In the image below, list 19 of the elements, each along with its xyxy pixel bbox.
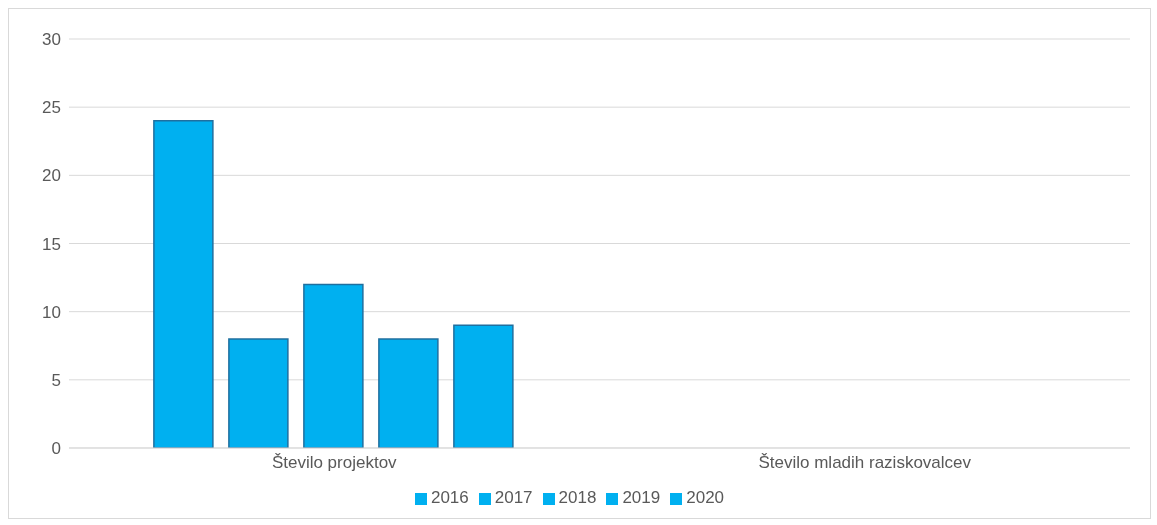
y-tick-label: 25 [42,98,61,118]
legend-label: 2017 [494,488,533,507]
legend-label: 2018 [558,488,597,507]
bar [303,283,364,448]
y-tick-label: 15 [42,234,61,254]
y-tick-label: 10 [42,302,61,322]
x-tick-label: Število mladih raziskovalcev [758,453,972,473]
legend-label: 2019 [622,488,661,507]
bar [228,338,289,448]
bar [453,324,514,448]
legend-label: 2020 [686,488,725,507]
y-tick-label: 20 [42,166,61,186]
y-tick-label: 5 [51,370,61,390]
legend-label: 2016 [430,488,469,507]
y-tick-label: 30 [42,30,61,50]
x-tick-label: Število projektov [271,453,398,473]
bar [378,338,439,448]
bar [153,120,214,448]
y-tick-label: 0 [51,439,61,459]
